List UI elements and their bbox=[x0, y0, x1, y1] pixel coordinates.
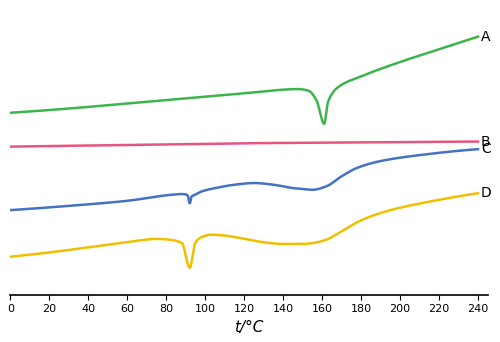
Text: D: D bbox=[481, 186, 492, 200]
Text: B: B bbox=[481, 134, 490, 148]
Text: C: C bbox=[481, 142, 491, 156]
Text: A: A bbox=[481, 29, 490, 43]
X-axis label: t/°C: t/°C bbox=[234, 320, 264, 335]
